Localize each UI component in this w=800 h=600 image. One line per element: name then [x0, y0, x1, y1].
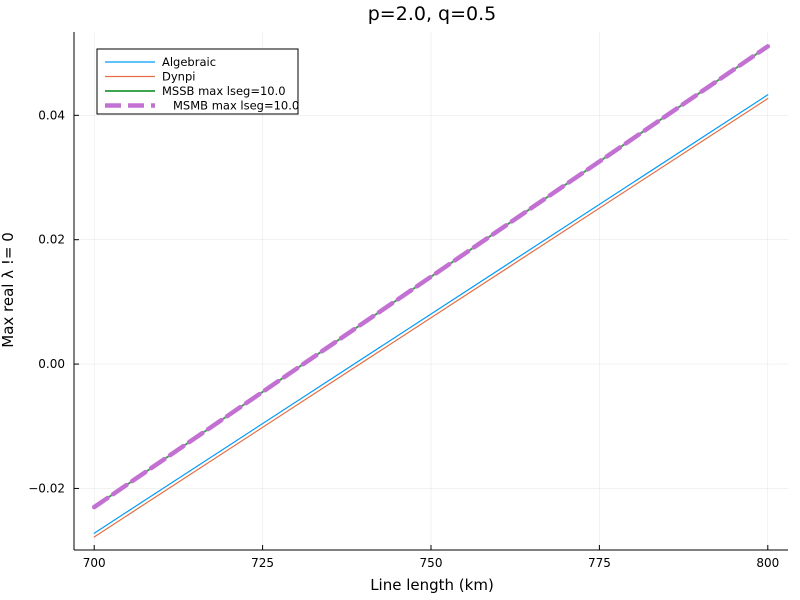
- y-tick-label: 0.02: [38, 233, 65, 247]
- x-tick-label: 750: [420, 556, 443, 570]
- tick-labels: 700 725 750 775 800 −0.02 0.00 0.02 0.04: [28, 108, 779, 570]
- legend-box: [96, 48, 299, 115]
- y-tick-label: −0.02: [28, 481, 65, 495]
- legend-label-1: Algebraic: [162, 55, 216, 69]
- x-tick-label: 800: [756, 556, 779, 570]
- y-axis-title: Max real λ != 0: [0, 232, 17, 348]
- series-line-1: [93, 94, 769, 534]
- axes: [73, 32, 788, 551]
- grid: [74, 32, 788, 550]
- legend-label-4: MSMB max lseg=10.0: [173, 99, 299, 113]
- series-line-4: [91, 44, 771, 510]
- series-lines: [91, 44, 771, 538]
- y-tick-label: 0.00: [38, 357, 65, 371]
- legend-label-3: MSSB max lseg=10.0: [162, 84, 286, 98]
- series-line-2: [93, 97, 769, 538]
- x-tick-label: 700: [83, 556, 106, 570]
- x-axis-title: Line length (km): [370, 576, 494, 594]
- x-tick-label: 775: [588, 556, 611, 570]
- x-tick-label: 725: [251, 556, 274, 570]
- legend-label-2: Dynpi: [162, 70, 195, 84]
- y-tick-label: 0.04: [38, 108, 65, 122]
- chart-title: p=2.0, q=0.5: [368, 3, 496, 25]
